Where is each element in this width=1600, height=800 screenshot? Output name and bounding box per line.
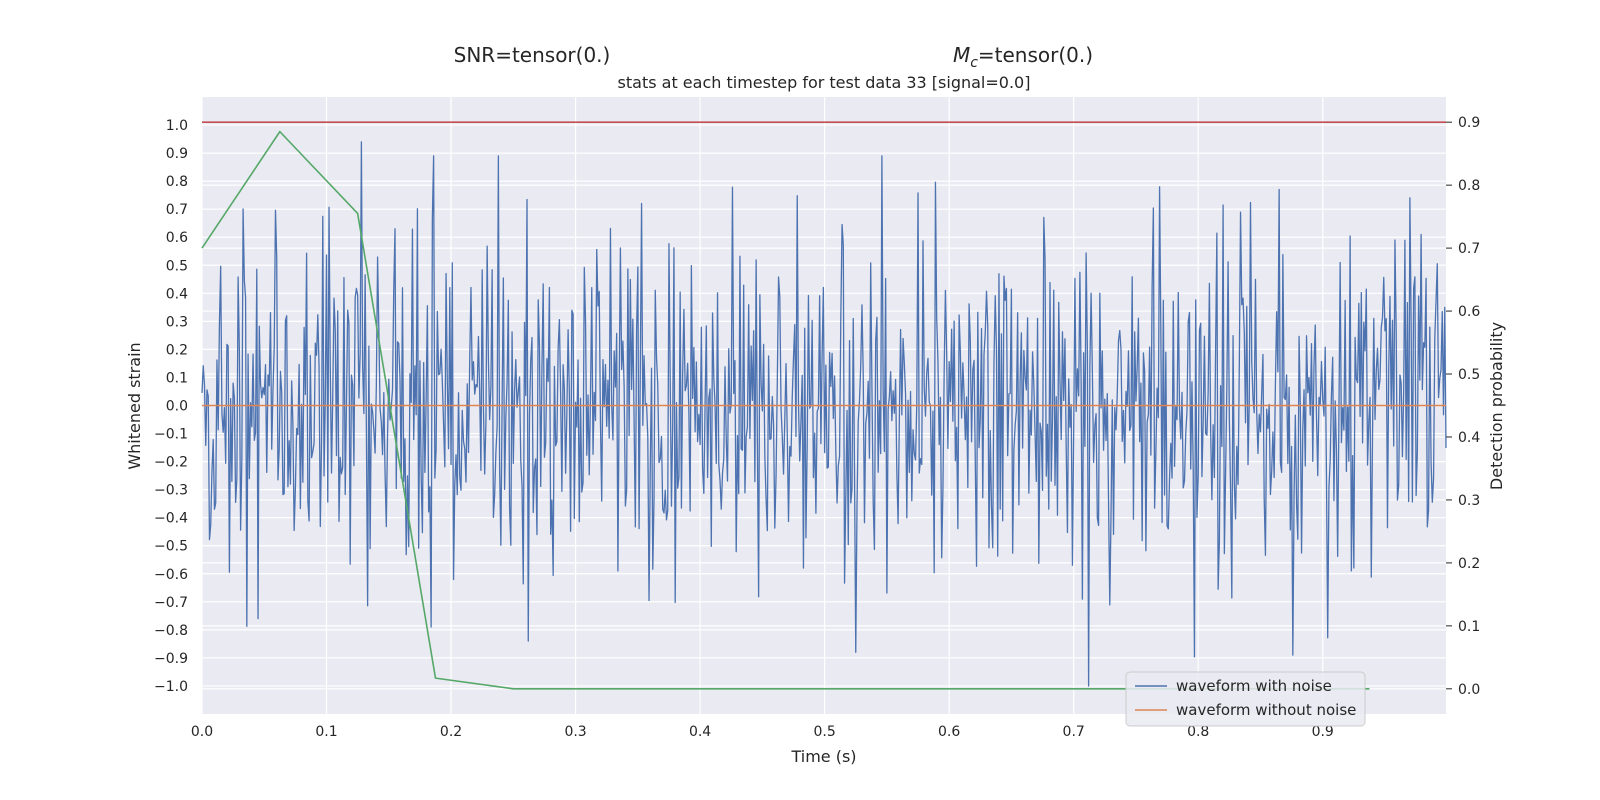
y-ticks-left: 1.0 0.9 0.8 0.7 0.6 0.5 0.4 0.3 0.2 0.1 0.0 −0.1 −0.… [154, 118, 188, 695]
x-tick-label: 0.7 [1063, 724, 1085, 740]
y-tick-label-right: 0.5 [1458, 367, 1480, 383]
y-ticks-right: 0.9 0.8 0.7 0.6 0.5 0.4 0.3 0.2 0.1 0.0 [1446, 115, 1480, 698]
y-tick-label-left: 0.3 [166, 314, 188, 330]
y-tick-label-left: 0.1 [166, 370, 188, 386]
y-tick-label-right: 0.7 [1458, 241, 1480, 257]
y-axis-label-right: Detection probability [1487, 322, 1506, 490]
legend: waveform with noise waveform without noi… [1125, 671, 1366, 727]
y-tick-label-left: −0.3 [154, 483, 188, 499]
x-axis-label: Time (s) [790, 747, 856, 766]
x-tick-label: 0.4 [689, 724, 711, 740]
y-tick-label-left: 0.6 [166, 230, 188, 246]
y-tick-label-left: 0.0 [166, 399, 188, 415]
x-tick-label: 0.9 [1312, 724, 1334, 740]
y-tick-label-left: 0.5 [166, 258, 188, 274]
y-tick-label-left: −0.5 [154, 539, 188, 555]
y-tick-label-left: 0.7 [166, 202, 188, 218]
y-tick-label-right: 0.9 [1458, 115, 1480, 131]
y-tick-label-right: 0.8 [1458, 178, 1480, 194]
series-layer [201, 121, 1447, 690]
x-tick-label: 0.0 [191, 724, 213, 740]
y-tick-label-left: −0.9 [154, 651, 188, 667]
y-tick-label-left: −0.6 [154, 567, 188, 583]
x-tick-label: 0.3 [564, 724, 586, 740]
x-tick-label: 0.1 [315, 724, 337, 740]
y-tick-label-right: 0.6 [1458, 304, 1480, 320]
y-tick-label-left: −0.2 [154, 455, 188, 471]
legend-label-waveform-with-noise: waveform with noise [1176, 677, 1332, 695]
y-tick-label-left: 1.0 [166, 118, 188, 134]
y-tick-label-right: 0.1 [1458, 619, 1480, 635]
y-tick-label-right: 0.4 [1458, 430, 1480, 446]
suptitle-mc: Mc=tensor(0.) [953, 43, 1093, 71]
y-tick-label-left: 0.2 [166, 342, 188, 358]
y-tick-label-left: 0.8 [166, 174, 188, 190]
y-tick-label-left: 0.9 [166, 146, 188, 162]
series-line-series-2 [201, 130, 1370, 690]
suptitle-snr: SNR=tensor(0.) [454, 43, 611, 67]
suptitle-mc-subscript: c [970, 55, 978, 71]
legend-frame [1125, 671, 1366, 727]
y-tick-label-left: −0.7 [154, 595, 188, 611]
y-tick-label-left: −0.8 [154, 623, 188, 639]
y-tick-label-right: 0.0 [1458, 682, 1480, 698]
x-tick-label: 0.6 [938, 724, 960, 740]
series-line-waveform-with-noise [201, 141, 1447, 687]
y-tick-label-right: 0.3 [1458, 493, 1480, 509]
suptitle-mc-symbol: M [953, 43, 970, 67]
chart-title: stats at each timestep for test data 33 … [618, 73, 1031, 92]
y-tick-label-left: 0.4 [166, 286, 188, 302]
y-tick-label-left: −1.0 [154, 679, 188, 695]
x-ticks: 0.0 0.1 0.2 0.3 0.4 0.5 0.6 0.7 0.8 0.9 [191, 724, 1334, 740]
y-tick-label-left: −0.4 [154, 511, 188, 527]
y-axis-label-left: Whitened strain [125, 342, 144, 469]
y-tick-label-left: −0.1 [154, 427, 188, 443]
suptitle-mc-value: =tensor(0.) [978, 43, 1093, 67]
x-tick-label: 0.5 [813, 724, 835, 740]
legend-label-waveform-without-noise: waveform without noise [1176, 701, 1356, 719]
y-tick-label-right: 0.2 [1458, 556, 1480, 572]
x-tick-label: 0.8 [1187, 724, 1209, 740]
x-tick-label: 0.2 [440, 724, 462, 740]
